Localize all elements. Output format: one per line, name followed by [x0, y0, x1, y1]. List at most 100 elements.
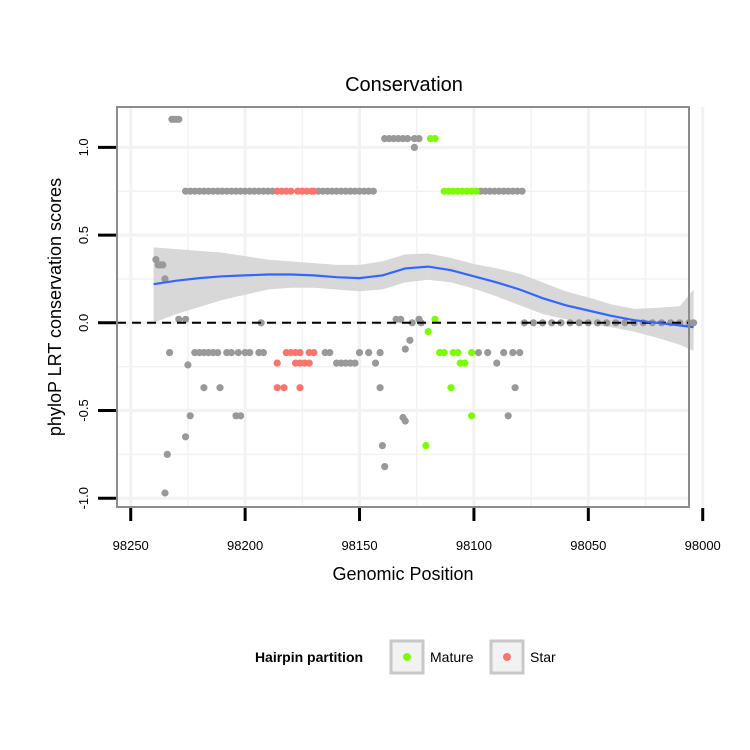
- point-other: [159, 261, 167, 269]
- point-mature: [422, 442, 430, 450]
- point-star: [280, 384, 288, 392]
- lines: [117, 265, 694, 329]
- point-other: [474, 349, 483, 357]
- point-other: [548, 319, 556, 327]
- point-other: [166, 349, 174, 357]
- x-tick-label: 98150: [341, 538, 377, 553]
- series-star: [273, 187, 318, 392]
- point-other: [161, 489, 169, 497]
- series-mature: [422, 135, 480, 450]
- point-other: [175, 115, 183, 123]
- point-other: [401, 417, 409, 425]
- x-tick-label: 98250: [113, 538, 149, 553]
- point-other: [484, 349, 492, 357]
- legend-label-star: Star: [530, 649, 556, 665]
- point-other: [511, 384, 519, 392]
- point-other: [200, 384, 208, 392]
- point-other: [161, 275, 169, 283]
- point-other: [326, 349, 334, 357]
- point-star: [310, 349, 318, 357]
- y-tick-label: 0.5: [76, 226, 91, 244]
- point-other: [184, 361, 192, 369]
- point-other: [406, 336, 414, 344]
- point-other: [493, 359, 501, 367]
- x-tick-label: 98100: [456, 538, 492, 553]
- point-other: [516, 349, 524, 357]
- point-other: [369, 187, 377, 195]
- point-other: [216, 384, 224, 392]
- point-mature: [431, 315, 439, 323]
- point-other: [376, 349, 384, 357]
- y-axis: 1.0 0.5 0.0 -0.5 -1.0: [76, 138, 116, 509]
- point-other: [257, 319, 265, 327]
- point-star: [273, 359, 281, 367]
- point-mature: [447, 384, 455, 392]
- y-tick-label: 1.0: [76, 138, 91, 156]
- legend: Hairpin partition Mature Star: [255, 639, 556, 675]
- legend-dot-star: [503, 653, 511, 661]
- point-mature: [468, 412, 476, 420]
- point-other: [381, 463, 389, 471]
- point-other: [355, 349, 364, 357]
- point-mature: [454, 349, 462, 357]
- point-other: [378, 442, 386, 450]
- legend-item-mature: Mature: [389, 639, 474, 675]
- x-axis-title: Genomic Position: [332, 564, 473, 584]
- point-other: [186, 412, 194, 420]
- point-other: [234, 349, 242, 357]
- chart-title: Conservation: [345, 74, 463, 96]
- point-star: [296, 349, 304, 357]
- point-star: [273, 384, 281, 392]
- point-other: [371, 359, 380, 367]
- point-mature: [440, 349, 448, 357]
- point-other: [509, 349, 517, 357]
- legend-dot-mature: [403, 653, 411, 661]
- x-axis: 98250 98200 98150 98100 98050 98000: [113, 508, 721, 553]
- y-tick-label: -0.5: [76, 399, 91, 421]
- point-other: [575, 319, 583, 327]
- point-other: [214, 349, 222, 357]
- legend-item-star: Star: [489, 639, 556, 675]
- point-other: [227, 349, 235, 357]
- point-mature: [468, 349, 476, 357]
- point-other: [408, 319, 416, 327]
- point-other: [237, 412, 245, 420]
- confidence-ribbon: [153, 247, 694, 351]
- point-mature: [461, 359, 469, 367]
- x-tick-label: 98200: [227, 538, 263, 553]
- point-other: [401, 345, 409, 353]
- y-axis-title: phyloP LRT conservation scores: [45, 178, 65, 436]
- point-other: [415, 135, 423, 143]
- y-tick-label: 0.0: [76, 314, 91, 332]
- point-other: [365, 349, 373, 357]
- point-star: [287, 187, 295, 195]
- plot-panel-border: [116, 106, 690, 508]
- point-other: [163, 450, 171, 458]
- point-other: [621, 319, 629, 327]
- point-other: [175, 315, 183, 323]
- point-other: [410, 143, 418, 151]
- point-other: [397, 315, 405, 323]
- point-star: [310, 187, 318, 195]
- x-tick-label: 98000: [685, 538, 721, 553]
- point-other: [182, 433, 190, 441]
- point-mature: [424, 328, 432, 336]
- smooth-confidence-band: [153, 247, 694, 351]
- point-mature: [472, 187, 480, 195]
- point-star: [305, 359, 313, 367]
- legend-label-mature: Mature: [430, 649, 474, 665]
- point-other: [518, 187, 526, 195]
- point-other: [500, 349, 508, 357]
- point-other: [351, 359, 359, 367]
- point-other: [259, 349, 267, 357]
- data-points: [152, 115, 698, 497]
- point-other: [182, 315, 190, 323]
- point-other: [404, 135, 412, 143]
- series-other: [152, 115, 698, 497]
- point-other: [690, 319, 698, 327]
- point-other: [529, 319, 538, 327]
- point-mature: [431, 135, 439, 143]
- smooth-trend-line: [153, 265, 694, 329]
- point-other: [376, 384, 384, 392]
